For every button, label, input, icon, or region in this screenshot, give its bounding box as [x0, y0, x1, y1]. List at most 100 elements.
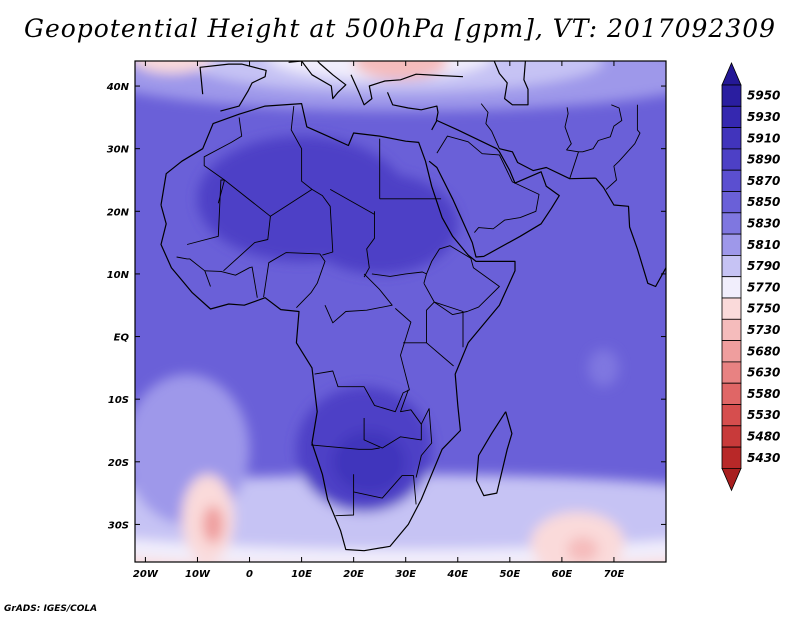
border-west-africa-b: [176, 256, 211, 287]
border-drc: [314, 308, 412, 413]
black-sea-north: [395, 61, 397, 62]
lat-tick-label: 30S: [108, 520, 129, 531]
colorbar-label: 5530: [747, 408, 780, 422]
colorbar-swatch: [721, 382, 742, 405]
colorbar-label: 5810: [747, 238, 780, 252]
lon-tick-label: 50E: [499, 569, 520, 580]
field-region-se-indian-core: [567, 536, 599, 562]
turkey-south-coastline: [386, 92, 439, 121]
lon-tick-label: 30E: [395, 569, 416, 580]
border-car: [324, 273, 393, 324]
africa-coastline: [160, 102, 516, 552]
colorbar-swatch: [721, 446, 742, 469]
colorbar-swatch: [721, 340, 742, 363]
lon-tick-label: 0: [246, 569, 253, 580]
arabia-coastline: [428, 119, 560, 258]
colorbar-label: 5730: [747, 323, 780, 337]
colorbar-swatch: [721, 233, 742, 256]
italy-coastline: [288, 61, 347, 100]
colorbar-swatch: [721, 148, 742, 171]
coastlines: [160, 61, 666, 552]
colorbar-swatch: [721, 404, 742, 427]
border-algeria-mali-niger: [224, 179, 334, 256]
colorbar-label: 5790: [747, 259, 780, 273]
colorbar-label: 5480: [747, 429, 780, 443]
colorbar-top-arrow: [721, 61, 742, 86]
border-south-africa: [353, 475, 417, 505]
colorbar-label: 5580: [747, 387, 780, 401]
colorbar-swatch: [721, 254, 742, 278]
field-region-se-indian-low: [530, 511, 625, 562]
colorbar-swatch: [721, 191, 742, 214]
colorbar-label: 5630: [747, 366, 780, 380]
colorbar-swatch: [721, 297, 742, 320]
height-field: [135, 61, 666, 562]
lon-tick-label: 60E: [552, 569, 573, 580]
border-chad-sudan: [363, 211, 375, 278]
colorbar-swatch: [721, 361, 742, 384]
lon-tick-label: 70E: [604, 569, 625, 580]
lon-tick-label: 40E: [446, 569, 468, 580]
colorbar-label: 5680: [747, 344, 780, 358]
border-namibia-botswana: [335, 474, 355, 517]
colorbar-swatch: [721, 105, 742, 129]
lat-tick-label: EQ: [114, 333, 130, 344]
lat-tick-label: 30N: [107, 145, 130, 156]
border-nigeria: [263, 252, 326, 309]
field-region-sw-atlantic-core: [202, 505, 224, 544]
colorbar-label: 5770: [747, 280, 780, 294]
field-region-southern-africa-core: [332, 430, 406, 494]
colorbar-label: 5750: [747, 302, 780, 316]
border-mali-niger: [223, 216, 271, 272]
colorbar-bottom-arrow: [721, 467, 742, 492]
colorbar-swatch: [721, 169, 742, 192]
lat-tick-label: 20N: [107, 207, 130, 218]
lon-tick-label: 10E: [291, 569, 312, 580]
colorbar-label: 5910: [747, 131, 780, 145]
persian-gulf-iran: [499, 148, 596, 180]
colorbar: 5950 5930 5910 5890 5870 5850 5830 5810 5790 5770…: [721, 61, 780, 492]
border-ethiopia: [423, 245, 500, 316]
colorbar-swatch: [721, 318, 742, 341]
lat-tick-label: 40N: [106, 82, 130, 93]
border-algeria-tunisia-libya: [290, 106, 313, 190]
border-afghanistan-pakistan: [578, 104, 623, 153]
india-coastline: [595, 177, 666, 288]
axis-ticks: 40N 30N 20N 10N EQ 10S 20S 30S 20W 10W 0 10E 20E 30E 4…: [106, 61, 666, 580]
border-angola-namibia: [310, 444, 380, 450]
field-regions: [135, 61, 666, 562]
colorbar-swatch: [721, 127, 742, 150]
colorbar-swatch: [721, 212, 742, 235]
colorbar-swatch: [721, 276, 742, 299]
border-libya-chad: [329, 189, 375, 215]
colorbar-swatch: [721, 425, 742, 448]
colorbar-label: 5890: [747, 153, 780, 167]
field-region-indian-ocean-light: [587, 349, 620, 387]
map-title: Geopotential Height at 500hPa [gpm], VT:…: [23, 14, 777, 43]
lat-tick-label: 20S: [108, 458, 129, 469]
greece-turkey-coastline: [350, 73, 464, 106]
lon-tick-label: 10W: [185, 569, 211, 580]
border-zambia-zimbabwe: [363, 389, 422, 449]
border-pakistan-india: [605, 104, 641, 190]
caspian-coastline: [493, 61, 529, 106]
colorbar-swatch: [721, 84, 742, 107]
border-saudi-arabia: [436, 135, 540, 233]
colorbar-label: 5930: [747, 110, 780, 124]
madagascar-coastline: [475, 411, 513, 497]
lat-tick-label: 10N: [107, 270, 130, 281]
lon-tick-label: 20W: [133, 569, 159, 580]
colorbar-label: 5850: [747, 195, 780, 209]
colorbar-label: 5430: [747, 451, 780, 465]
colorbar-label: 5870: [747, 174, 780, 188]
grads-credit: GrADS: IGES/COLA: [4, 604, 98, 614]
border-mozambique: [415, 408, 433, 478]
border-iran-afghanistan: [564, 107, 579, 179]
lat-tick-label: 10S: [108, 395, 129, 406]
colorbar-label: 5830: [747, 216, 780, 230]
colorbar-label: 5950: [747, 89, 780, 103]
lon-tick-label: 20E: [343, 569, 364, 580]
border-iraq-iran: [480, 103, 500, 149]
border-sudan-south-sudan: [371, 271, 427, 277]
